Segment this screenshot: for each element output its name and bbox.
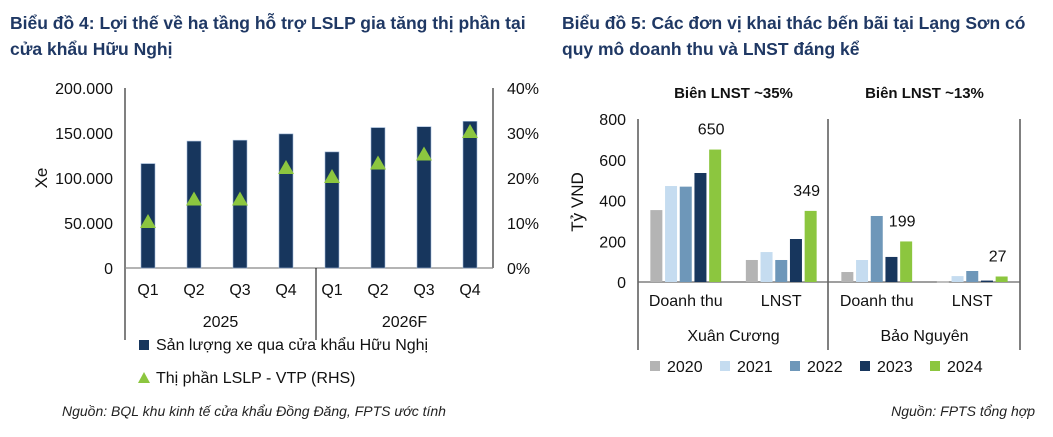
legend-swatch xyxy=(790,361,800,371)
bar xyxy=(665,186,678,282)
bar xyxy=(936,281,949,283)
y-tick-label: 50.000 xyxy=(64,216,113,233)
legend-label: 2021 xyxy=(737,359,773,376)
bar xyxy=(804,210,817,282)
margin-annotation: Biên LNST ~13% xyxy=(865,85,984,102)
share-marker xyxy=(324,169,340,183)
data-label: 650 xyxy=(698,122,725,139)
legend-swatch xyxy=(720,361,730,371)
y-tick-label: 200 xyxy=(599,234,626,251)
legend-label: Thị phần LSLP - VTP (RHS) xyxy=(156,370,356,387)
bar xyxy=(841,272,854,282)
bar xyxy=(775,259,788,282)
group-label: Xuân Cương xyxy=(687,328,779,345)
y2-tick-label: 20% xyxy=(507,171,539,188)
legend-label: 2022 xyxy=(807,359,843,376)
data-label: 27 xyxy=(989,248,1007,265)
bar xyxy=(416,126,432,269)
y-tick-label: 0 xyxy=(104,261,113,278)
x-tick-label: Q4 xyxy=(459,282,480,299)
bar xyxy=(650,210,663,282)
data-label: 199 xyxy=(889,213,916,230)
bar xyxy=(900,241,913,282)
x-tick-label: Q1 xyxy=(137,282,158,299)
share-marker xyxy=(186,191,202,206)
y-tick-label: 150.000 xyxy=(55,126,113,143)
y-tick-label: 400 xyxy=(599,194,626,211)
group-label: 2025 xyxy=(203,314,239,331)
x-tick-label: Q3 xyxy=(413,282,434,299)
legend-label: Sản lượng xe qua cửa khẩu Hữu Nghị xyxy=(156,336,428,354)
y2-tick-label: 10% xyxy=(507,216,539,233)
bar xyxy=(789,239,802,282)
share-marker xyxy=(232,191,248,206)
bar xyxy=(995,276,1008,282)
legend-label: 2020 xyxy=(667,359,703,376)
y2-tick-label: 30% xyxy=(507,126,539,143)
x-tick-label: LNST xyxy=(761,293,802,310)
legend-swatch-volume xyxy=(139,340,149,350)
group-label: Bảo Nguyên xyxy=(880,328,968,345)
x-tick-label: Q3 xyxy=(229,282,250,299)
y-tick-label: 200.000 xyxy=(55,81,113,98)
y-axis-title: Xe xyxy=(32,168,51,189)
data-label: 349 xyxy=(793,183,820,200)
share-marker xyxy=(416,146,432,161)
x-tick-label: Doanh thu xyxy=(649,293,723,310)
x-tick-label: Q4 xyxy=(275,282,296,299)
chart4-source: Nguồn: BQL khu kinh tế cửa khẩu Đồng Đăn… xyxy=(62,403,446,419)
margin-annotation: Biên LNST ~35% xyxy=(674,85,793,102)
bar xyxy=(694,172,707,282)
legend-swatch-share xyxy=(138,372,150,383)
y-axis-title: Tỷ VND xyxy=(568,172,587,232)
y2-tick-label: 0% xyxy=(507,261,530,278)
legend-swatch xyxy=(650,361,660,371)
chart5-source: Nguồn: FPTS tổng hợp xyxy=(891,403,1035,419)
bar xyxy=(370,127,386,269)
bar xyxy=(870,215,883,282)
x-tick-label: LNST xyxy=(952,293,993,310)
chart4-title: Biểu đồ 4: Lợi thế về hạ tầng hỗ trợ LSL… xyxy=(10,13,526,59)
bar xyxy=(278,133,294,269)
group-label: 2026F xyxy=(382,314,428,331)
bar xyxy=(885,256,898,282)
bar xyxy=(856,259,869,282)
x-tick-label: Q1 xyxy=(321,282,342,299)
y-tick-label: 800 xyxy=(599,112,626,129)
x-tick-label: Q2 xyxy=(367,282,388,299)
x-tick-label: Doanh thu xyxy=(840,293,914,310)
legend-swatch xyxy=(930,361,940,371)
share-marker xyxy=(140,214,156,228)
y-tick-label: 600 xyxy=(599,153,626,170)
bar xyxy=(951,276,964,282)
share-marker xyxy=(278,160,294,174)
bar xyxy=(745,259,758,282)
share-marker xyxy=(370,155,386,170)
legend-label: 2023 xyxy=(877,359,913,376)
bar xyxy=(679,186,692,282)
bar xyxy=(966,270,979,282)
legend-swatch xyxy=(860,361,870,371)
bar xyxy=(709,149,722,282)
legend-label: 2024 xyxy=(947,359,983,376)
y2-tick-label: 40% xyxy=(507,81,539,98)
y-tick-label: 100.000 xyxy=(55,171,113,188)
share-marker xyxy=(462,124,478,138)
chart5-title: Biểu đồ 5: Các đơn vị khai thác bến bãi … xyxy=(562,13,1026,59)
bar xyxy=(980,280,993,282)
y-tick-label: 0 xyxy=(617,275,626,292)
bar xyxy=(760,252,773,282)
bar xyxy=(462,121,478,269)
x-tick-label: Q2 xyxy=(183,282,204,299)
